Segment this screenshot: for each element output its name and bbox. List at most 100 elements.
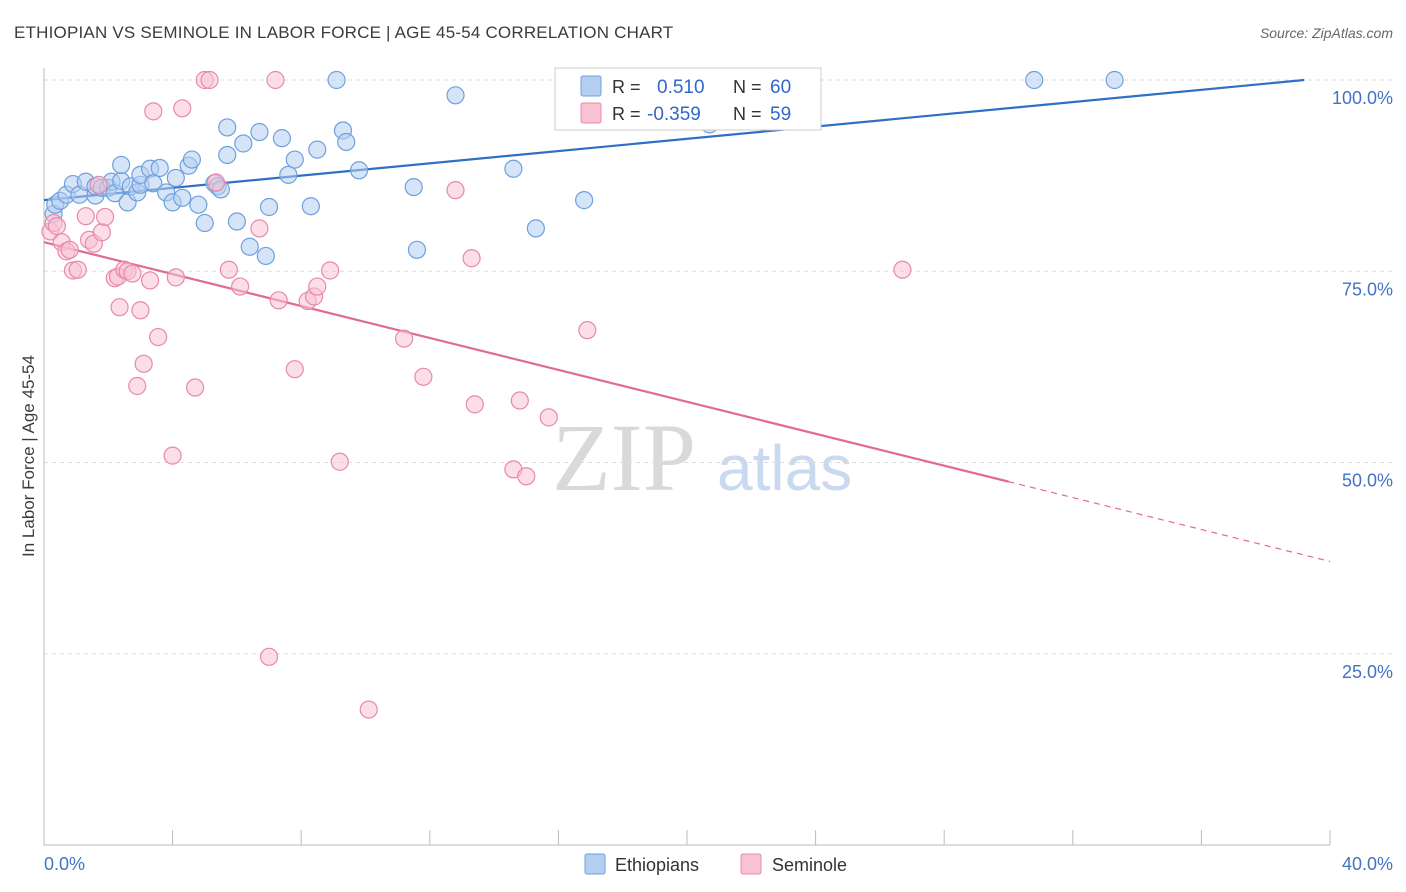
point-seminole-2	[47, 217, 66, 236]
point-seminole-37	[266, 70, 285, 90]
point-ethiopians-49	[337, 132, 356, 152]
point-seminole-22	[134, 354, 153, 373]
point-seminole-12	[92, 223, 111, 242]
point-ethiopians-39	[250, 122, 269, 142]
point-ethiopians-43	[279, 165, 298, 184]
point-ethiopians-34	[218, 145, 237, 165]
point-seminole-8	[76, 207, 95, 226]
point-ethiopians-25	[166, 168, 185, 188]
point-seminole-26	[163, 446, 182, 465]
chart-title: ETHIOPIAN VS SEMINOLE IN LABOR FORCE | A…	[14, 23, 673, 42]
trendline-seminole	[43, 241, 1009, 483]
point-ethiopians-44	[285, 150, 304, 169]
point-ethiopians-55	[526, 219, 545, 238]
point-seminole-56	[893, 260, 912, 279]
gridlines	[44, 79, 1393, 655]
y-tick-label-100: 100.0%	[1332, 88, 1393, 108]
legend-r-value-1: 0.510	[657, 77, 705, 98]
point-seminole-29	[186, 378, 205, 397]
point-ethiopians-38	[240, 237, 259, 256]
point-seminole-55	[578, 321, 597, 340]
point-ethiopians-51	[404, 178, 423, 197]
point-seminole-33	[219, 260, 238, 279]
point-seminole-23	[140, 271, 160, 290]
y-tick-label-25: 25.0%	[1342, 662, 1393, 682]
point-seminole-49	[462, 249, 481, 268]
point-ethiopians-22	[150, 158, 169, 178]
point-ethiopians-35	[218, 118, 237, 137]
point-ethiopians-54	[504, 159, 523, 178]
x-tick-label-max: 40.0%	[1342, 854, 1393, 874]
point-ethiopians-47	[327, 70, 346, 90]
series-legend-label-seminole: Seminole	[772, 855, 847, 875]
point-ethiopians-53	[446, 86, 465, 105]
point-seminole-38	[269, 291, 288, 310]
point-seminole-7	[68, 260, 87, 279]
legend-n-value-2: 59	[770, 104, 791, 125]
point-seminole-21	[131, 301, 150, 320]
point-ethiopians-29	[189, 195, 208, 214]
chart-source: Source: ZipAtlas.com	[1260, 25, 1393, 41]
point-ethiopians-42	[272, 129, 292, 148]
watermark-atlas: atlas	[717, 432, 852, 504]
point-ethiopians-58	[1025, 70, 1044, 90]
point-ethiopians-26	[173, 188, 192, 207]
watermark: ZIP atlas	[552, 404, 852, 511]
point-seminole-42	[308, 277, 327, 296]
series-legend-swatch-seminole	[740, 853, 762, 875]
point-ethiopians-37	[234, 134, 253, 153]
point-seminole-31	[200, 70, 219, 90]
point-ethiopians-50	[349, 161, 369, 180]
point-seminole-48	[446, 181, 465, 200]
point-ethiopians-40	[256, 246, 275, 266]
watermark-zip: ZIP	[552, 404, 696, 511]
point-seminole-44	[330, 452, 349, 471]
point-ethiopians-46	[308, 140, 327, 159]
point-ethiopians-59	[1105, 70, 1124, 90]
point-ethiopians-36	[227, 212, 246, 231]
correlation-legend: R = 0.510 N = 60 R = -0.359 N = 59	[554, 67, 822, 131]
series-legend-swatch-ethiopians	[584, 853, 606, 875]
legend-n-label-2: N =	[733, 104, 762, 124]
point-seminole-43	[321, 261, 340, 280]
point-seminole-54	[539, 408, 558, 427]
series-legend-label-ethiopians: Ethiopians	[615, 855, 699, 875]
y-axis-label: In Labor Force | Age 45-54	[19, 355, 38, 557]
trendline-ethiopians	[43, 78, 1305, 202]
y-tick-label-50: 50.0%	[1342, 471, 1393, 491]
point-seminole-19	[123, 264, 142, 283]
point-seminole-20	[128, 376, 147, 396]
point-ethiopians-45	[301, 197, 320, 216]
point-ethiopians-14	[112, 155, 131, 175]
point-ethiopians-56	[575, 191, 594, 210]
legend-r-label-1: R =	[612, 77, 641, 97]
point-seminole-11	[89, 175, 108, 194]
legend-r-value-2: -0.359	[647, 104, 701, 125]
point-seminole-16	[110, 298, 129, 317]
trendlines	[43, 78, 1331, 563]
legend-r-label-2: R =	[612, 104, 641, 124]
point-ethiopians-21	[144, 174, 163, 193]
point-ethiopians-30	[195, 213, 214, 233]
point-ethiopians-52	[407, 240, 427, 259]
point-seminole-5	[60, 240, 79, 259]
point-ethiopians-41	[259, 197, 279, 217]
point-seminole-35	[250, 219, 269, 238]
point-seminole-50	[465, 395, 484, 414]
x-tick-label-min: 0.0%	[44, 854, 85, 874]
point-seminole-27	[166, 268, 185, 287]
point-seminole-47	[414, 367, 433, 386]
point-seminole-36	[259, 647, 279, 666]
point-seminole-52	[510, 391, 529, 410]
point-seminole-34	[231, 277, 250, 296]
data-points	[41, 70, 1124, 719]
point-seminole-46	[394, 329, 414, 348]
y-tick-label-75: 75.0%	[1342, 279, 1393, 299]
point-ethiopians-28	[182, 150, 201, 169]
legend-n-value-1: 60	[770, 77, 791, 98]
x-ticks	[43, 830, 1331, 845]
point-seminole-25	[149, 327, 168, 347]
point-seminole-32	[206, 173, 226, 192]
legend-swatch-ethiopians	[580, 75, 602, 97]
